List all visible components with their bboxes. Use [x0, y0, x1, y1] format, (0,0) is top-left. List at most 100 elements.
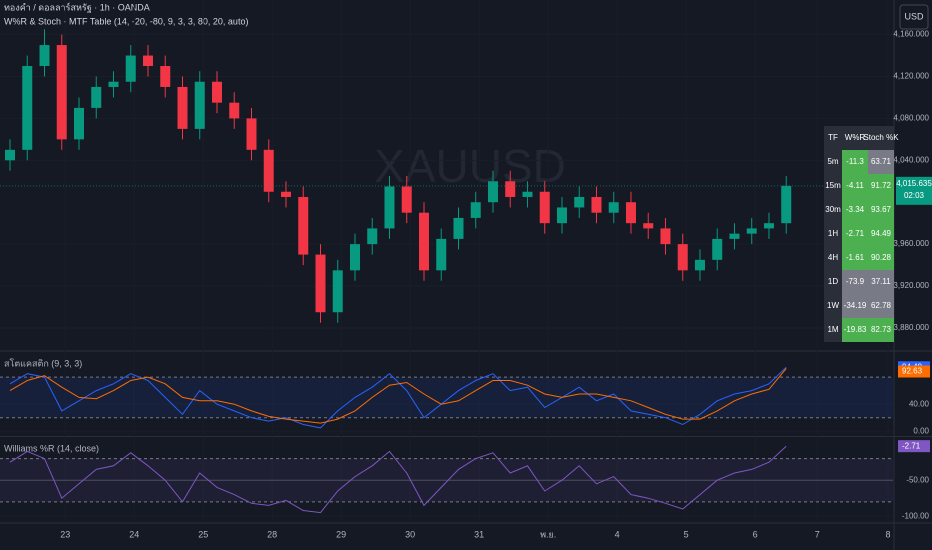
table-cell-text: -4.11	[846, 181, 864, 190]
y-tick-label: 0.00	[913, 426, 929, 435]
table-cell	[842, 246, 868, 270]
x-tick-label: 7	[815, 529, 820, 539]
countdown: 02:03	[904, 191, 925, 200]
candle-body	[487, 181, 498, 203]
table-cell	[824, 318, 842, 342]
candle-body	[729, 233, 740, 239]
candle-body	[74, 107, 85, 140]
candle-body	[349, 244, 360, 271]
y-tick-label: 4,040.000	[893, 155, 929, 164]
candle-body	[22, 66, 33, 150]
last-value-box	[898, 365, 930, 378]
candle-body	[574, 196, 585, 208]
last-value-box	[898, 440, 930, 453]
candle-body	[608, 202, 619, 213]
table-cell	[868, 174, 894, 198]
y-tick-label: 40.00	[909, 399, 930, 408]
candle-body	[177, 86, 188, 129]
candle-body	[470, 202, 481, 218]
y-tick-label: 4,120.000	[893, 72, 929, 81]
table-cell	[842, 270, 868, 294]
candle-body	[5, 149, 16, 161]
candle-body	[694, 259, 705, 271]
table-header: W%R	[845, 133, 866, 142]
currency-label[interactable]: USD	[904, 11, 924, 21]
table-cell	[824, 150, 842, 174]
x-tick-label: 25	[198, 529, 208, 539]
series-line	[9, 368, 787, 424]
candle-body	[401, 186, 412, 213]
candle-body	[315, 254, 326, 313]
table-cell	[824, 222, 842, 246]
candle-body	[142, 55, 153, 67]
last-value-label: -2.71	[902, 441, 921, 450]
x-tick-label: 5	[684, 529, 689, 539]
x-tick-label: 8	[885, 529, 890, 539]
y-tick-label: 3,880.000	[893, 323, 929, 332]
x-tick-label: 6	[753, 529, 758, 539]
symbol-title: ทองคำ / ดอลลาร์สหรัฐ · 1h · OANDA	[4, 1, 150, 13]
x-tick-label: พ.ย.	[540, 529, 556, 539]
pane-title: Williams %R (14, close)	[4, 443, 99, 453]
candle-body	[677, 244, 688, 271]
candle-body	[660, 228, 671, 245]
table-cell	[868, 294, 894, 318]
candle-body	[763, 223, 774, 229]
x-tick-label: 28	[267, 529, 277, 539]
table-cell-text: 1D	[828, 277, 838, 286]
candle-body	[505, 181, 516, 197]
table-cell	[842, 150, 868, 174]
table-cell	[842, 174, 868, 198]
candle-body	[125, 55, 136, 82]
table-cell	[868, 198, 894, 222]
candle-body	[194, 81, 205, 129]
x-tick-label: 31	[474, 529, 484, 539]
y-tick-label: 3,920.000	[893, 281, 929, 290]
table-cell-text: 62.78	[871, 301, 892, 310]
table-cell	[842, 222, 868, 246]
table-cell-text: 15m	[825, 181, 841, 190]
table-cell-text: -73.9	[846, 277, 865, 286]
table-cell	[868, 270, 894, 294]
table-cell-text: -2.71	[846, 229, 865, 238]
table-cell	[824, 198, 842, 222]
candle-body	[160, 66, 171, 87]
candle-body	[522, 191, 533, 197]
table-cell	[868, 150, 894, 174]
table-cell	[824, 246, 842, 270]
candle-body	[108, 81, 119, 87]
candle-body	[263, 149, 274, 192]
candle-body	[298, 196, 309, 255]
series-line	[9, 366, 787, 429]
candle-body	[229, 102, 240, 119]
candle-body	[418, 212, 429, 271]
y-tick-label: 4,080.000	[893, 114, 929, 123]
table-cell	[824, 174, 842, 198]
y-tick-label: -100.00	[902, 511, 930, 520]
y-tick-label: 4,160.000	[893, 30, 929, 39]
candle-body	[746, 228, 757, 234]
candle-body	[712, 238, 723, 260]
candle-body	[367, 228, 378, 245]
series-line	[9, 445, 787, 514]
band-fill	[0, 377, 893, 418]
table-cell-text: -3.34	[846, 205, 865, 214]
table-cell-text: 30m	[825, 205, 841, 214]
table-cell-text: 1M	[827, 325, 838, 334]
candle-body	[453, 217, 464, 239]
table-cell-text: 91.72	[871, 181, 892, 190]
currency-button[interactable]	[899, 4, 929, 30]
candle-body	[332, 270, 343, 313]
table-header: Stoch %K	[863, 133, 899, 142]
table-cell-text: 63.71	[871, 157, 892, 166]
table-cell-text: 90.28	[871, 253, 892, 262]
table-cell-text: -34.19	[844, 301, 867, 310]
pane-title: สโตแคสติก (9, 3, 3)	[4, 358, 82, 368]
indicator-title: W%R & Stoch - MTF Table (14, -20, -80, 9…	[4, 16, 248, 26]
table-cell-text: 1W	[827, 301, 839, 310]
candle-body	[211, 81, 222, 103]
table-cell	[868, 246, 894, 270]
candle-body	[539, 191, 550, 224]
table-cell-text: 5m	[827, 157, 838, 166]
